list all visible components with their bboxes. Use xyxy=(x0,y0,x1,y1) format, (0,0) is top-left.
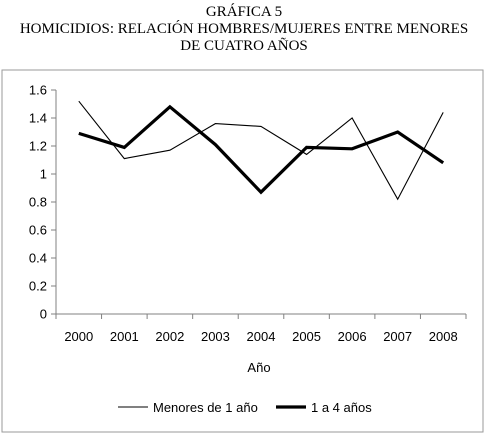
chart-title-line-1: GRÁFICA 5 xyxy=(205,4,283,20)
y-tick-label: 0.4 xyxy=(29,251,47,266)
series-lines xyxy=(78,100,445,201)
y-tick-label: 0.8 xyxy=(29,195,47,210)
x-tick-label: 2005 xyxy=(292,329,321,344)
y-tick-label: 0.2 xyxy=(29,279,47,294)
y-tick-label: 1 xyxy=(40,167,47,182)
y-tick-label: 1.2 xyxy=(29,139,47,154)
y-tick-label: 1.6 xyxy=(29,83,47,98)
legend-label: Menores de 1 año xyxy=(153,400,258,415)
x-tick-label: 2004 xyxy=(247,329,276,344)
series-line-menores-de-1-ano xyxy=(78,100,444,201)
x-tick-label: 2002 xyxy=(155,329,184,344)
y-tick-label: 1.4 xyxy=(29,111,47,126)
x-tick-label: 2001 xyxy=(110,329,139,344)
x-tick-label: 2006 xyxy=(338,329,367,344)
axes: 0 0.2 0.4 0.6 0.8 1 1.2 1.4 1.6 2000 2001 2002 2003 2… xyxy=(29,83,467,344)
x-tick-label: 2008 xyxy=(429,329,458,344)
x-tick-label: 2007 xyxy=(383,329,412,344)
chart-title-line-3: DE CUATRO AÑOS xyxy=(180,38,308,54)
y-tick-label: 0 xyxy=(40,307,47,322)
chart-frame xyxy=(1,69,484,433)
x-tick-label: 2003 xyxy=(201,329,230,344)
y-tick-label: 0.6 xyxy=(29,223,47,238)
x-tick-label: 2000 xyxy=(64,329,93,344)
legend: Menores de 1 año 1 a 4 años xyxy=(118,400,372,415)
legend-label: 1 a 4 años xyxy=(311,400,372,415)
series-line-1-a-4-anos xyxy=(78,104,445,195)
x-axis-title: Año xyxy=(247,360,270,375)
chart-title-line-2: HOMICIDIOS: RELACIÓN HOMBRES/MUJERES ENT… xyxy=(19,21,469,37)
